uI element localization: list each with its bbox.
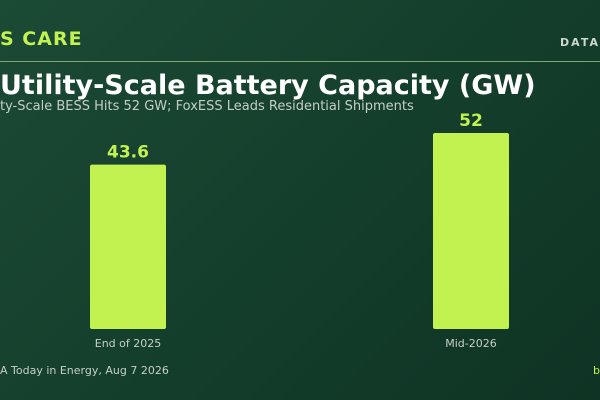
section-tag: DATA bbox=[560, 36, 600, 49]
chart-title: Utility-Scale Battery Capacity (GW) bbox=[0, 70, 536, 101]
bar-1 bbox=[433, 133, 509, 329]
category-label-1: Mid-2026 bbox=[445, 337, 497, 350]
bar-chart: 43.6 End of 2025 52 Mid-2026 bbox=[90, 111, 509, 350]
bar-value-label-1: 52 bbox=[459, 111, 483, 131]
chart-subtitle: ty-Scale BESS Hits 52 GW; FoxESS Leads R… bbox=[0, 99, 414, 114]
bar-0 bbox=[90, 164, 166, 329]
bar-value-label-0: 43.6 bbox=[107, 143, 149, 163]
header-divider bbox=[0, 61, 600, 62]
source-note: A Today in Energy, Aug 7 2026 bbox=[0, 364, 169, 377]
footer-link[interactable]: b bbox=[593, 364, 600, 377]
category-label-0: End of 2025 bbox=[95, 337, 162, 350]
brand-logo-text: S CARE bbox=[0, 28, 83, 50]
